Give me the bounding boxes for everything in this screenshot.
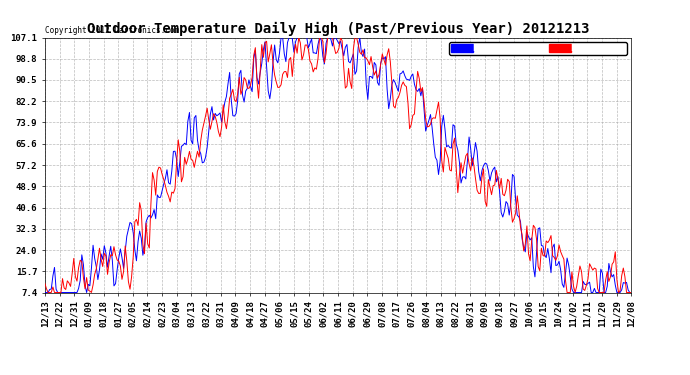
Title: Outdoor Temperature Daily High (Past/Previous Year) 20121213: Outdoor Temperature Daily High (Past/Pre… — [87, 22, 589, 36]
Legend: Previous  (°F), Past  (°F): Previous (°F), Past (°F) — [449, 42, 627, 55]
Text: Copyright 2012 Cartronics.com: Copyright 2012 Cartronics.com — [45, 26, 179, 35]
